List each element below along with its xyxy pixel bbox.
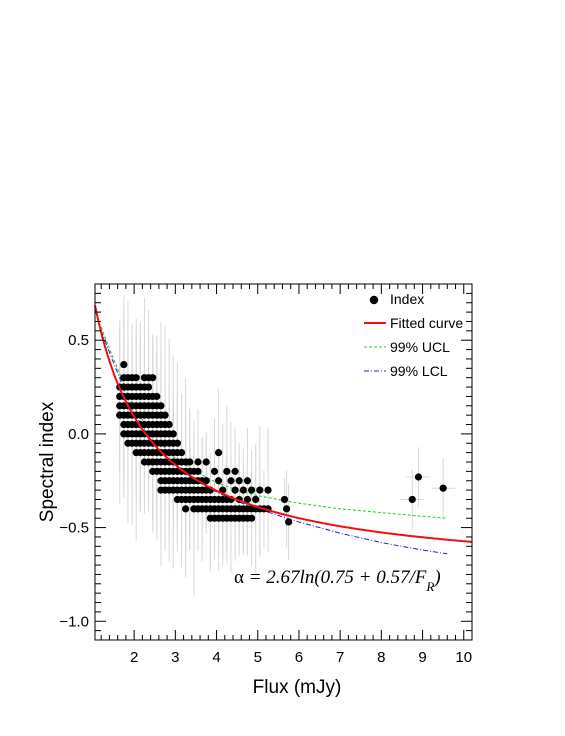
data-point: [120, 360, 128, 369]
data-point: [210, 467, 219, 475]
data-point: [243, 477, 252, 485]
legend-label-lcl: 99% LCL: [390, 363, 448, 379]
lcl-curve: [100, 330, 448, 555]
ucl-curve: [100, 326, 448, 519]
data-point: [177, 449, 186, 457]
legend-item-lcl: 99% LCL: [364, 363, 448, 379]
legend-item-ucl: 99% UCL: [364, 339, 450, 355]
data-point: [252, 495, 260, 504]
data-point: [439, 484, 447, 492]
data-point: [202, 477, 210, 485]
legend-item-fit: Fitted curve: [364, 315, 463, 331]
legend-label-ucl: 99% UCL: [390, 339, 450, 355]
data-point: [282, 505, 291, 513]
formula-subscript: R: [425, 579, 434, 594]
data-point: [215, 477, 223, 485]
data-point: [231, 486, 239, 494]
data-point: [194, 458, 202, 466]
data-point: [256, 486, 264, 494]
data-point: [223, 467, 231, 475]
x-tick-label: 4: [212, 649, 220, 666]
data-point: [243, 495, 252, 504]
fit-formula-annotation: α = 2.67ln(0.75 + 0.57/FR): [234, 567, 441, 594]
data-point: [194, 467, 202, 475]
formula-close: ): [433, 567, 440, 588]
formula-expression: 2.67ln(0.75 + 0.57/F: [266, 567, 426, 588]
x-tick-label: 7: [336, 649, 344, 666]
data-point: [149, 374, 157, 382]
y-tick-label: 0.5: [68, 332, 89, 349]
data-point: [144, 383, 153, 391]
data-point: [157, 402, 165, 410]
data-point: [408, 495, 416, 504]
x-axis-title: Flux (mJy): [253, 677, 342, 698]
x-tick-label: 9: [418, 649, 426, 666]
data-point: [173, 439, 182, 447]
tick-labels: 2 3 4 5 6 7 8 9 10 −1.0 −0.5 0.0 0.5: [59, 332, 472, 666]
data-point: [165, 420, 173, 429]
data-point: [285, 518, 293, 526]
legend-marker-index: [369, 295, 379, 305]
data-point: [202, 458, 210, 466]
legend-label-index: Index: [390, 291, 424, 307]
legend-item-index: Index: [369, 291, 424, 307]
fit-curve-layer: [94, 305, 473, 543]
data-point: [264, 486, 272, 494]
legend: Index Fitted curve 99% UCL 99% LCL: [364, 291, 463, 379]
x-tick-label: 2: [130, 649, 138, 666]
data-point: [414, 473, 423, 481]
data-point: [235, 477, 243, 485]
y-tick-label: −1.0: [59, 613, 89, 630]
data-point: [182, 505, 190, 513]
data-point: [132, 374, 140, 382]
data-point: [153, 392, 161, 401]
confidence-band-layer: [100, 326, 448, 555]
data-point: [239, 486, 247, 494]
x-tick-label: 10: [455, 649, 472, 666]
x-tick-label: 5: [254, 649, 262, 666]
formula-equals: =: [244, 567, 266, 588]
fit-curve: [94, 305, 473, 543]
formula-alpha: α: [234, 567, 244, 588]
data-point: [186, 458, 194, 466]
y-tick-label: −0.5: [59, 520, 89, 537]
y-axis-title: Spectral index: [37, 401, 58, 522]
data-point: [227, 477, 235, 485]
data-point: [247, 486, 256, 494]
x-tick-label: 8: [377, 649, 385, 666]
x-tick-label: 6: [295, 649, 303, 666]
data-point: [247, 514, 256, 522]
data-point: [161, 411, 169, 419]
y-tick-label: 0.0: [68, 426, 89, 443]
data-point: [231, 467, 239, 475]
x-tick-label: 3: [171, 649, 179, 666]
data-point: [215, 449, 223, 457]
data-point: [280, 495, 289, 504]
data-point: [169, 430, 177, 438]
axis-ticks: [95, 283, 473, 641]
data-point-layer: [116, 360, 447, 526]
legend-label-fit: Fitted curve: [390, 315, 463, 331]
